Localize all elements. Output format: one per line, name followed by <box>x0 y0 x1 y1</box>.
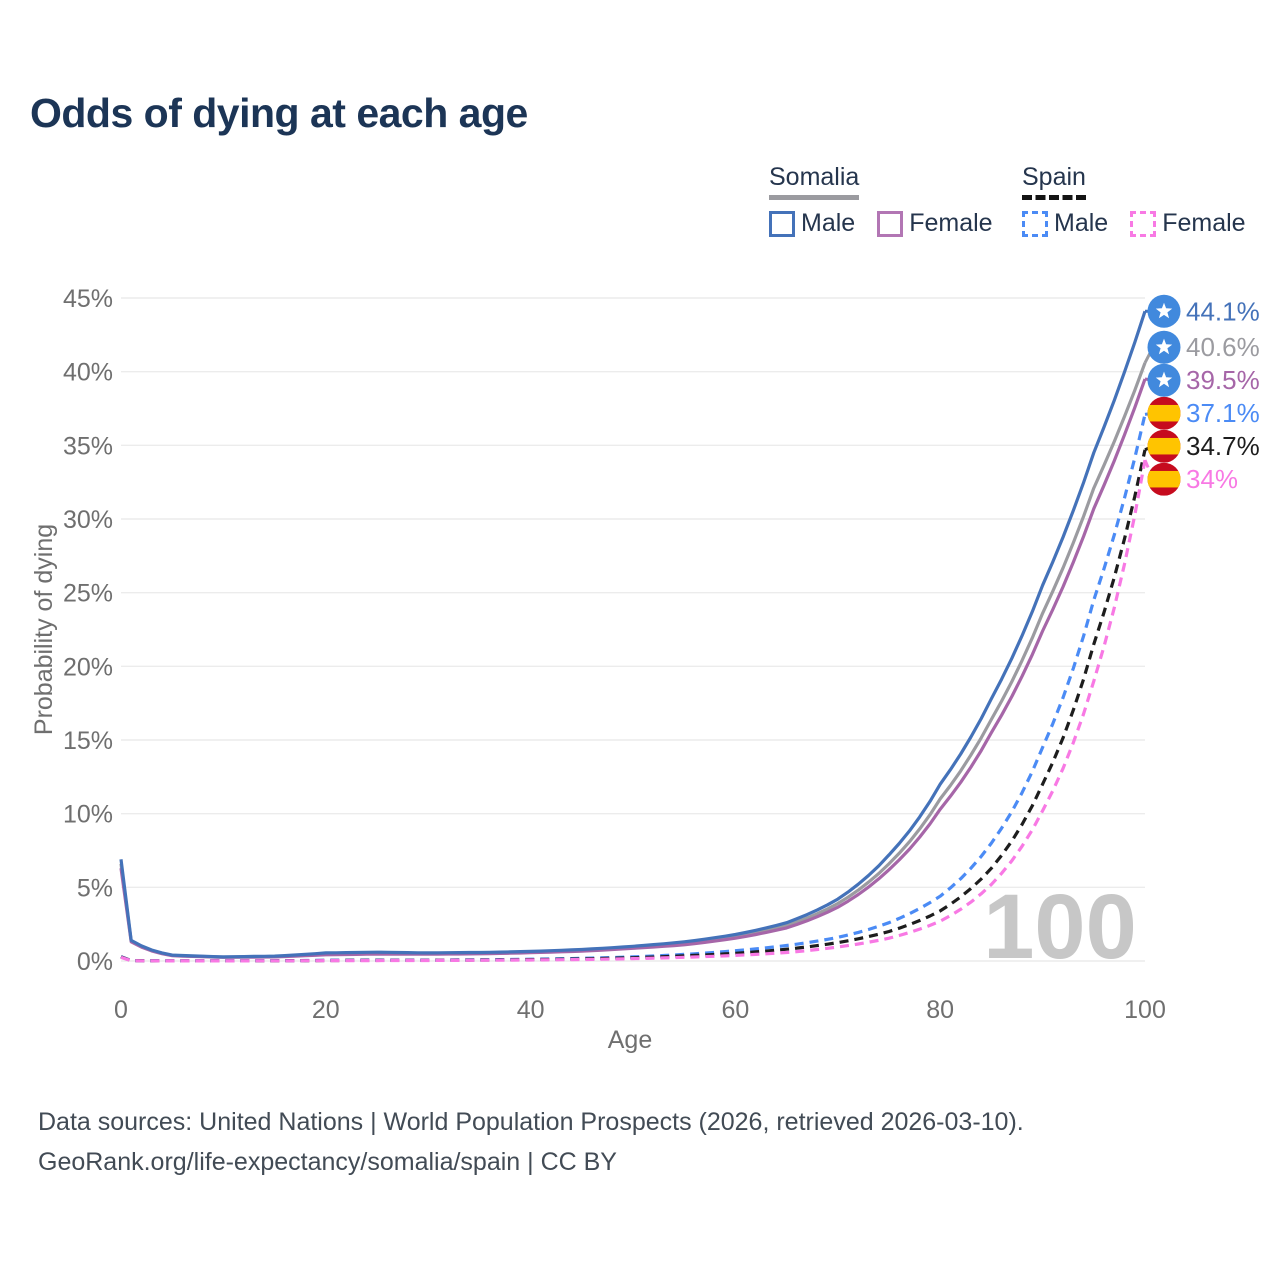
y-tick-label: 10% <box>63 801 113 829</box>
flag-somalia-icon <box>1147 363 1181 397</box>
spain-female-swatch-icon <box>1130 210 1157 237</box>
somalia-male-swatch-icon <box>769 210 795 237</box>
age-watermark: 100 <box>983 876 1137 978</box>
end-value-label: 34% <box>1186 464 1238 494</box>
y-tick-label: 5% <box>77 874 113 902</box>
x-axis-title: Age <box>608 1026 652 1054</box>
end-value-label: 40.6% <box>1186 332 1260 362</box>
data-sources-line: Data sources: United Nations | World Pop… <box>38 1108 1024 1136</box>
legend-group-somalia: Somalia Male Female <box>769 163 993 238</box>
y-tick-label: 20% <box>63 653 113 681</box>
spain-male-swatch-icon <box>1022 210 1048 237</box>
somalia-female-swatch-icon <box>877 210 904 237</box>
y-tick-label: 40% <box>63 359 113 387</box>
flag-somalia-icon <box>1147 294 1181 328</box>
y-tick-label: 35% <box>63 432 113 460</box>
end-value-label: 34.7% <box>1186 431 1260 461</box>
y-tick-label: 30% <box>63 506 113 534</box>
legend-item-spain-male[interactable]: Male <box>1022 209 1108 238</box>
page-title: Odds of dying at each age <box>30 90 528 136</box>
legend-header-spain[interactable]: Spain <box>1022 163 1086 200</box>
legend-group-spain: Spain Male Female <box>1022 163 1246 238</box>
flag-spain-icon <box>1147 396 1181 430</box>
x-tick-label: 100 <box>1124 996 1166 1024</box>
attribution-line[interactable]: GeoRank.org/life-expectancy/somalia/spai… <box>38 1148 617 1176</box>
x-tick-label: 20 <box>312 996 340 1024</box>
y-tick-label: 15% <box>63 727 113 755</box>
series-line-spain-female[interactable] <box>120 459 1147 963</box>
series-line-somalia-male[interactable] <box>119 310 1147 959</box>
y-axis-title: Probability of dying <box>30 524 58 735</box>
x-tick-label: 80 <box>926 996 954 1024</box>
legend-item-somalia-male[interactable]: Male <box>769 209 855 238</box>
y-tick-label: 0% <box>77 948 113 976</box>
x-tick-label: 0 <box>114 996 128 1024</box>
x-tick-label: 40 <box>517 996 545 1024</box>
end-value-label: 44.1% <box>1186 296 1260 326</box>
flag-somalia-icon <box>1147 330 1181 364</box>
legend-item-somalia-female[interactable]: Female <box>877 209 993 238</box>
y-tick-label: 45% <box>63 285 113 313</box>
y-tick-label: 25% <box>63 580 113 608</box>
flag-spain-icon <box>1147 429 1181 463</box>
legend-header-somalia[interactable]: Somalia <box>769 163 860 200</box>
series-line-somalia-female[interactable] <box>119 378 1147 959</box>
legend-item-spain-female[interactable]: Female <box>1130 209 1246 238</box>
end-value-label: 39.5% <box>1186 365 1260 395</box>
x-tick-label: 60 <box>721 996 749 1024</box>
end-value-label: 37.1% <box>1186 398 1260 428</box>
flag-spain-icon <box>1147 462 1181 496</box>
